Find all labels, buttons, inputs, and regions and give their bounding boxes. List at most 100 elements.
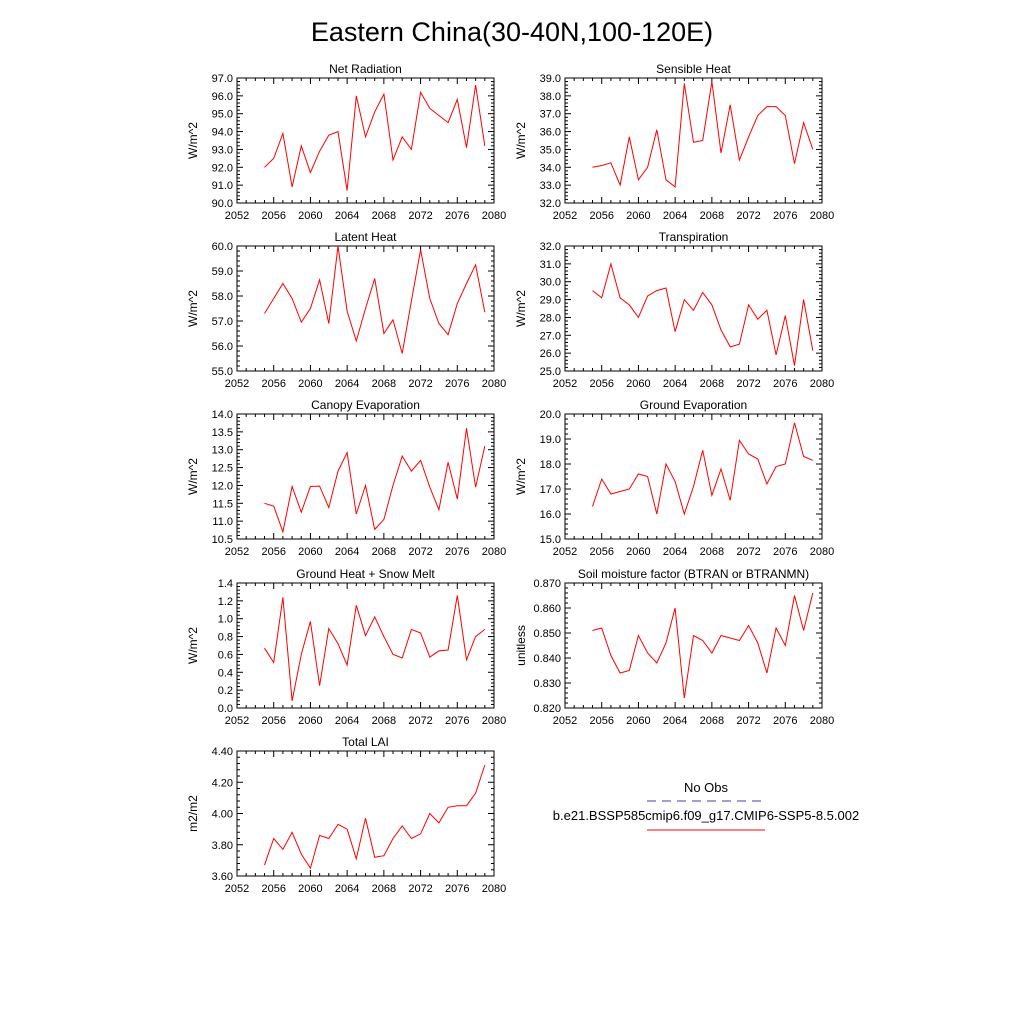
y-tick-label: 3.80 [212,840,233,852]
y-axis-label: W/m^2 [186,290,200,327]
panel-title: Sensible Heat [656,62,731,76]
x-tick-label: 2080 [482,210,506,222]
x-tick-label: 2076 [445,546,469,558]
panel-4: Transpiration W/m^2 2052 2056 2060 2064 2068 20… [514,230,834,390]
y-tick-label: 0.830 [533,678,561,690]
y-tick-label: 60.0 [212,241,233,253]
y-tick-label: 12.0 [212,480,233,492]
y-tick-label: 0.840 [533,653,561,665]
x-tick-label: 2052 [225,883,249,895]
x-tick-label: 2072 [408,546,432,558]
y-tick-label: 29.0 [540,295,561,307]
y-tick-label: 97.0 [212,73,233,85]
x-tick-label: 2064 [335,546,359,558]
y-tick-label: 0.4 [218,667,233,679]
y-tick-label: 0.870 [533,578,561,590]
x-tick-label: 2060 [298,883,322,895]
x-tick-label: 2072 [736,378,760,390]
x-tick-label: 2080 [482,883,506,895]
panel-title: Ground Evaporation [640,398,747,412]
y-axis-label: W/m^2 [514,458,528,495]
x-tick-label: 2056 [261,210,285,222]
x-tick-label: 2068 [372,546,396,558]
x-tick-label: 2072 [408,210,432,222]
legend-obs-label: No Obs [684,780,729,795]
x-tick-label: 2068 [372,210,396,222]
x-tick-label: 2060 [298,546,322,558]
y-axis-label: W/m^2 [186,122,200,159]
x-tick-label: 2064 [335,715,359,727]
y-tick-label: 0.860 [533,603,561,615]
panel-9: Total LAI m2/m2 2052 2056 2060 2064 2068 2072 20… [186,735,506,895]
plot-frame [236,77,495,204]
series-line [264,595,486,701]
y-tick-label: 12.5 [212,463,233,475]
plot-frame [564,245,823,372]
legend-model-label: b.e21.BSSP585cmip6.f09_g17.CMIP6-SSP5-8.… [553,808,859,823]
x-tick-label: 2068 [700,546,724,558]
x-tick-label: 2064 [335,378,359,390]
x-tick-label: 2076 [773,546,797,558]
y-tick-label: 90.0 [212,198,233,210]
x-tick-label: 2068 [700,715,724,727]
x-tick-label: 2056 [261,546,285,558]
x-tick-label: 2080 [482,546,506,558]
x-tick-label: 2056 [261,378,285,390]
y-tick-label: 57.0 [212,316,233,328]
x-tick-label: 2080 [810,210,834,222]
x-tick-label: 2068 [372,715,396,727]
y-tick-label: 95.0 [212,109,233,121]
x-tick-label: 2072 [736,715,760,727]
y-tick-label: 0.0 [218,703,233,715]
y-tick-label: 55.0 [212,366,233,378]
x-tick-label: 2060 [298,210,322,222]
series-line [264,764,486,870]
x-tick-label: 2068 [700,378,724,390]
y-tick-label: 92.0 [212,162,233,174]
panel-title: Net Radiation [329,62,402,76]
y-tick-label: 31.0 [540,259,561,271]
x-tick-label: 2064 [335,210,359,222]
plot-frame [564,582,823,709]
series-line [592,592,814,699]
x-tick-label: 2068 [372,378,396,390]
x-tick-label: 2052 [553,546,577,558]
x-tick-label: 2076 [445,883,469,895]
series-line [264,85,486,191]
plot-frame [236,582,495,709]
y-axis-label: unitless [514,625,528,666]
y-tick-label: 26.0 [540,348,561,360]
y-tick-label: 13.5 [212,427,233,439]
x-tick-label: 2072 [736,210,760,222]
x-tick-label: 2056 [589,715,613,727]
x-tick-label: 2056 [589,210,613,222]
y-tick-label: 33.0 [540,180,561,192]
y-tick-label: 32.0 [540,241,561,253]
y-tick-label: 96.0 [212,91,233,103]
y-tick-label: 25.0 [540,366,561,378]
y-tick-label: 0.8 [218,632,233,644]
x-tick-label: 2080 [482,715,506,727]
y-tick-label: 15.0 [540,534,561,546]
y-tick-label: 30.0 [540,277,561,289]
figure-title: Eastern China(30-40N,100-120E) [311,17,713,47]
series-line [592,81,814,188]
y-tick-label: 1.4 [218,578,233,590]
panel-3: Latent Heat W/m^2 2052 2056 2060 2064 2068 2072… [186,230,506,390]
panel-title: Soil moisture factor (BTRAN or BTRANMN) [578,567,809,581]
y-tick-label: 18.0 [540,459,561,471]
panel-title: Transpiration [659,230,729,244]
x-tick-label: 2072 [408,883,432,895]
x-tick-label: 2076 [773,715,797,727]
x-tick-label: 2080 [810,378,834,390]
x-tick-label: 2076 [773,210,797,222]
y-tick-label: 11.0 [212,516,233,528]
y-tick-label: 27.0 [540,330,561,342]
panel-2: Sensible Heat W/m^2 2052 2056 2060 2064 2068 20… [514,62,834,222]
y-tick-label: 11.5 [212,498,233,510]
y-tick-label: 0.850 [533,628,561,640]
x-tick-label: 2076 [445,378,469,390]
y-tick-label: 93.0 [212,144,233,156]
x-tick-label: 2052 [225,210,249,222]
x-tick-label: 2064 [663,378,687,390]
